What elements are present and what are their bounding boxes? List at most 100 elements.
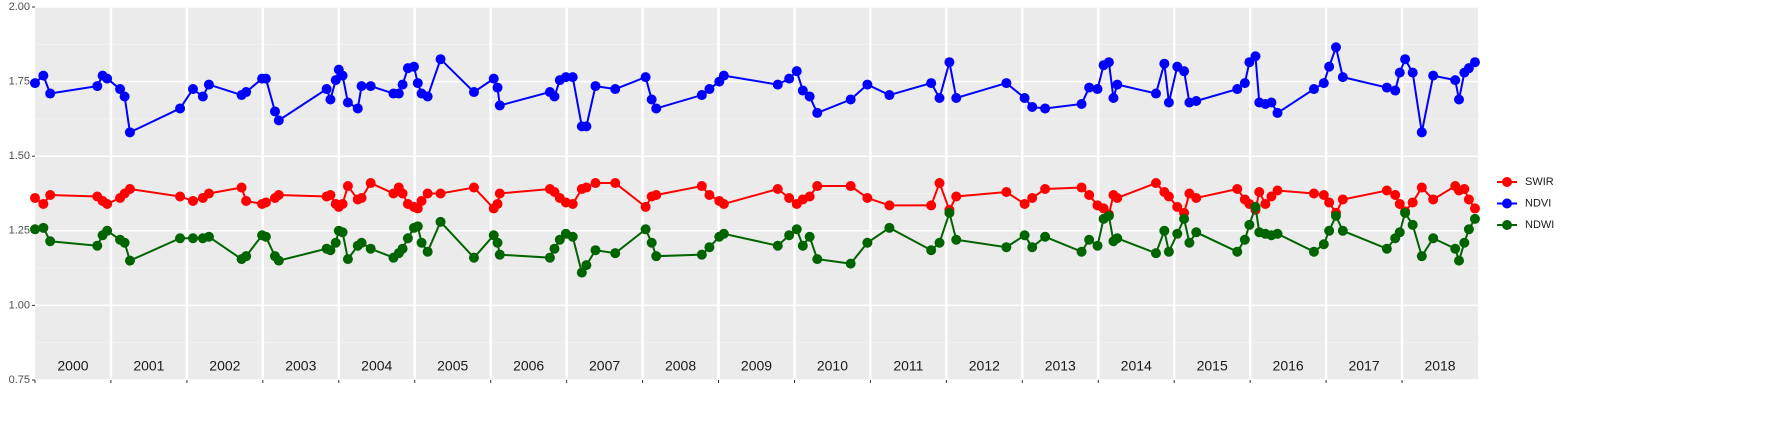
data-point xyxy=(488,73,499,84)
data-point xyxy=(1084,82,1095,93)
data-point xyxy=(325,94,336,105)
data-point xyxy=(1244,219,1255,230)
data-point xyxy=(1019,93,1030,104)
data-point xyxy=(784,230,795,241)
data-point xyxy=(926,245,937,256)
data-point xyxy=(951,191,962,202)
data-point xyxy=(590,81,601,92)
data-point xyxy=(1112,233,1123,244)
data-point xyxy=(651,189,662,200)
data-point xyxy=(92,81,103,92)
data-point xyxy=(718,228,729,239)
data-point xyxy=(1191,95,1202,106)
data-point xyxy=(1108,93,1119,104)
data-point xyxy=(1260,198,1271,209)
data-point xyxy=(696,90,707,101)
data-point xyxy=(494,100,505,111)
data-point xyxy=(1450,243,1461,254)
data-point xyxy=(468,182,479,193)
data-point xyxy=(1027,242,1038,253)
data-point xyxy=(1027,101,1038,112)
data-point xyxy=(1150,248,1161,259)
x-tick-label: 2011 xyxy=(893,358,923,374)
data-point xyxy=(845,258,856,269)
x-tick-label: 2007 xyxy=(589,358,620,374)
data-point xyxy=(1330,42,1341,53)
legend-marker xyxy=(1502,177,1512,187)
data-point xyxy=(342,254,353,265)
data-point xyxy=(124,127,135,138)
y-tick-label: 2.00 xyxy=(9,1,30,13)
data-point xyxy=(241,195,252,206)
data-point xyxy=(45,236,56,247)
data-point xyxy=(610,178,621,189)
data-point xyxy=(356,237,367,248)
data-point xyxy=(1076,182,1087,193)
x-tick-label: 2003 xyxy=(285,358,316,374)
data-point xyxy=(1381,185,1392,196)
data-point xyxy=(356,81,367,92)
data-point xyxy=(804,191,815,202)
data-point xyxy=(412,221,423,232)
data-point xyxy=(1394,227,1405,238)
x-tick-label: 2015 xyxy=(1197,358,1228,374)
data-point xyxy=(884,90,895,101)
data-point xyxy=(845,181,856,192)
data-point xyxy=(640,201,651,212)
data-point xyxy=(30,224,40,235)
y-tick-label: 1.00 xyxy=(9,299,30,311)
y-tick-label: 0.75 xyxy=(9,374,30,386)
data-point xyxy=(342,97,353,108)
data-point xyxy=(951,93,962,104)
data-point xyxy=(402,233,413,244)
data-point xyxy=(1272,107,1283,118)
data-point xyxy=(1232,246,1243,257)
data-point xyxy=(492,82,503,93)
data-point xyxy=(934,237,945,248)
data-point xyxy=(1324,225,1335,236)
data-point xyxy=(492,198,503,209)
data-point xyxy=(365,243,376,254)
data-point xyxy=(435,188,446,199)
data-point xyxy=(1250,51,1261,62)
data-point xyxy=(804,231,815,242)
data-point xyxy=(1381,82,1392,93)
data-point xyxy=(102,225,113,236)
data-point xyxy=(1407,197,1418,208)
data-point xyxy=(1019,198,1030,209)
data-point xyxy=(544,252,555,263)
data-point xyxy=(1318,78,1329,89)
data-point xyxy=(1407,67,1418,78)
data-point xyxy=(718,70,729,81)
data-point xyxy=(772,79,783,90)
data-point xyxy=(1394,198,1405,209)
data-point xyxy=(1172,201,1183,212)
x-tick-label: 2016 xyxy=(1273,358,1304,374)
data-point xyxy=(1084,189,1095,200)
data-point xyxy=(1394,67,1405,78)
data-point xyxy=(273,115,284,126)
data-point xyxy=(260,197,271,208)
data-point xyxy=(175,233,186,244)
data-point xyxy=(1040,231,1051,242)
data-point xyxy=(435,54,446,65)
data-point xyxy=(1232,84,1243,95)
data-point xyxy=(1308,246,1319,257)
data-point xyxy=(1400,54,1411,65)
data-point xyxy=(772,184,783,195)
data-point xyxy=(1250,201,1261,212)
data-point xyxy=(1239,234,1250,245)
data-point xyxy=(115,84,126,95)
data-point xyxy=(581,182,592,193)
data-point xyxy=(884,222,895,233)
x-tick-label: 2018 xyxy=(1424,358,1455,374)
data-point xyxy=(1040,184,1051,195)
data-point xyxy=(1040,103,1051,114)
data-point xyxy=(102,198,113,209)
data-point xyxy=(567,198,578,209)
data-point xyxy=(1159,58,1170,69)
data-point xyxy=(1469,203,1480,214)
data-point xyxy=(704,242,715,253)
data-point xyxy=(934,178,945,189)
data-point xyxy=(1027,192,1038,203)
